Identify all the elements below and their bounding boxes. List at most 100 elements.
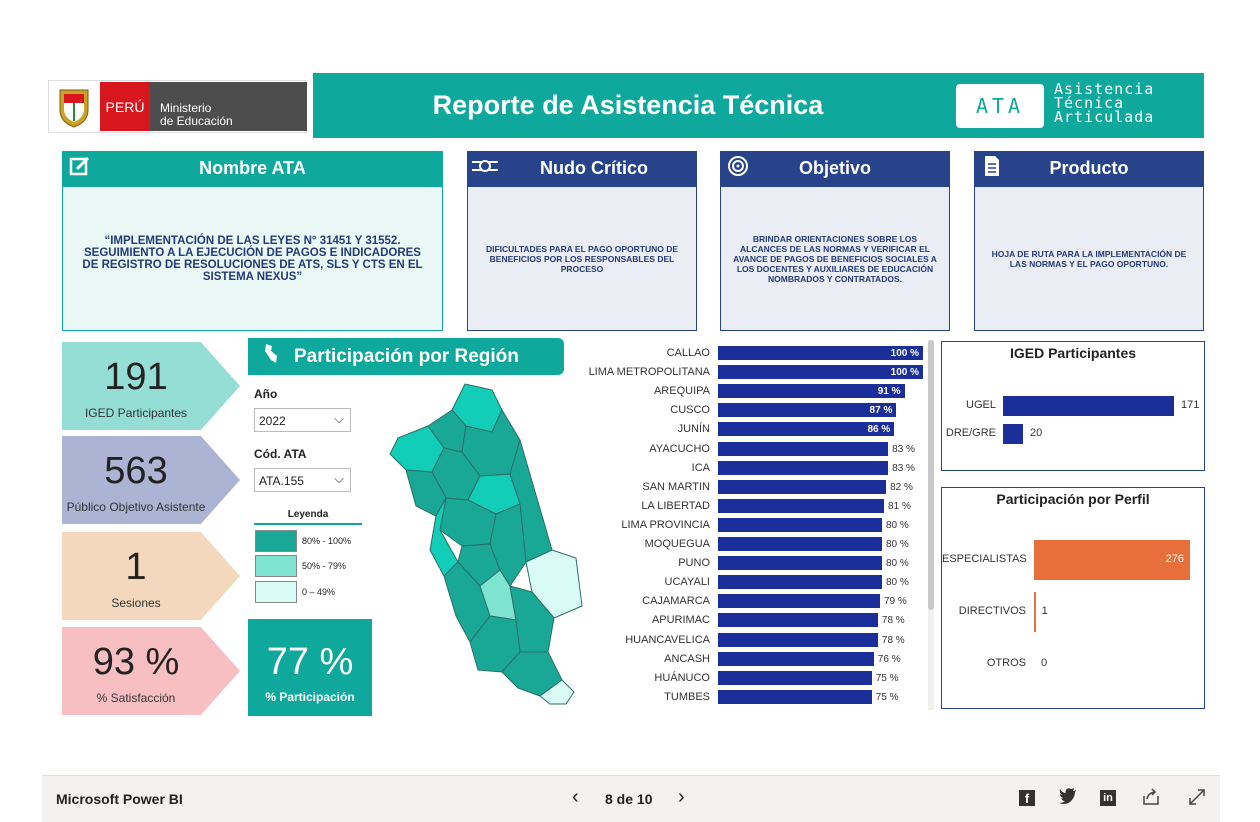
region-bar-label: LIMA PROVINCIA (621, 518, 710, 531)
fullscreen-icon[interactable] (1188, 788, 1206, 811)
region-bar-label: AYACUCHO (649, 442, 710, 455)
region-bar[interactable] (718, 594, 880, 609)
region-bar-label: ANCASH (664, 652, 710, 665)
card-header: Producto (974, 151, 1204, 186)
region-bar-value: 80 % (886, 519, 909, 531)
region-bar-label: HUÁNUCO (654, 671, 710, 684)
peru-label: PERÚ (100, 82, 150, 131)
bar-value-label: 0 (1041, 657, 1048, 669)
region-bar[interactable] (718, 689, 872, 704)
powerbi-brand-link[interactable]: Microsoft Power BI (56, 791, 183, 807)
ministry-label: Ministerio de Educación (150, 82, 307, 131)
legend-label: 0 – 49% (302, 587, 336, 597)
region-bar-value: 91 % (877, 386, 901, 398)
pipeline-icon (467, 157, 503, 181)
region-bar[interactable] (718, 479, 887, 494)
region-bar[interactable] (718, 441, 889, 456)
region-bar[interactable] (718, 346, 923, 360)
kpi-sesiones: 1 Sesiones (62, 532, 240, 620)
region-bar[interactable] (718, 632, 878, 647)
region-panel-title: Participación por Región (294, 345, 519, 367)
region-bar[interactable] (718, 384, 905, 399)
region-bar[interactable] (718, 537, 882, 551)
bar-category-label: DIRECTIVOS (958, 605, 1026, 617)
region-bar[interactable] (718, 575, 882, 590)
region-bar-value: 87 % (869, 405, 893, 417)
scrollbar-thumb[interactable] (928, 340, 934, 610)
card-title: Nudo Crítico (540, 158, 648, 178)
legend-label: 50% - 79% (302, 561, 347, 571)
region-bar-value: 75 % (875, 691, 899, 703)
participation-value: 77 % (266, 641, 354, 683)
card-title: Objetivo (798, 158, 871, 178)
region-bar[interactable] (718, 365, 923, 380)
kpi-value: 1 (125, 546, 147, 588)
region-bar-value: 80 % (886, 577, 909, 589)
region-bar-value: 76 % (877, 653, 901, 665)
region-bar-value: 100 % (890, 367, 919, 379)
target-icon (720, 155, 756, 183)
bar-category-label: DRE/GRE (945, 427, 996, 439)
card-body: DIFICULTADES PARA EL PAGO OPORTUNO DE BE… (467, 186, 697, 331)
peru-region-map (389, 383, 583, 705)
region-bar-label: ICA (691, 461, 710, 474)
linkedin-icon[interactable]: in (1100, 790, 1116, 806)
facebook-icon[interactable]: f (1019, 790, 1035, 806)
bar[interactable] (1034, 540, 1190, 580)
region-bar-label: CAJAMARCA (642, 595, 710, 608)
card-nudo-critico: Nudo Crítico DIFICULTADES PARA EL PAGO O… (467, 151, 697, 331)
kpi-label: Público Objetivo Asistente (66, 500, 206, 514)
card-body: BRINDAR ORIENTACIONES SOBRE LOS ALCANCES… (720, 186, 950, 331)
region-bar-value: 83 % (892, 462, 915, 474)
legend-swatch (255, 530, 297, 552)
bar-value-label: 276 (1165, 553, 1184, 565)
card-body: “IMPLEMENTACIÓN DE LAS LEYES N° 31451 Y … (62, 186, 443, 331)
chart-scrollbar[interactable] (928, 340, 934, 710)
kpi-label: IGED Participantes (84, 406, 188, 420)
card-body: HOJA DE RUTA PARA LA IMPLEMENTACIÓN DE L… (974, 186, 1204, 331)
region-bar-label: APURIMAC (651, 614, 710, 627)
code-slicer[interactable]: ATA.155 ⌵ (254, 468, 351, 492)
region-bar-value: 79 % (883, 596, 907, 608)
region-bar[interactable] (718, 556, 882, 571)
region-bar[interactable] (718, 651, 874, 666)
map-icon (248, 343, 294, 371)
region-bar[interactable] (718, 498, 885, 513)
region-bar[interactable] (718, 670, 872, 685)
legend-label: 80% - 100% (302, 536, 352, 546)
bar[interactable] (1003, 424, 1023, 444)
powerbi-footer: Microsoft Power BI ‹ 8 de 10 › f in (42, 775, 1220, 822)
chevron-left-icon[interactable]: ‹ (572, 786, 579, 808)
region-bar[interactable] (718, 422, 895, 437)
iged-chart-title: IGED Participantes (1009, 345, 1137, 361)
kpi-label: Sesiones (111, 596, 161, 610)
perfil-chart-title: Participación por Perfil (996, 491, 1150, 507)
coat-of-arms-icon (50, 82, 98, 131)
region-bar-value: 100 % (890, 348, 919, 359)
region-bar-value: 86 % (867, 424, 891, 436)
ministry-line-1: Ministerio (160, 101, 212, 115)
legend-swatch (255, 581, 297, 603)
chevron-right-icon[interactable]: › (678, 786, 685, 808)
share-icon[interactable] (1142, 788, 1160, 811)
region-bar[interactable] (718, 460, 889, 475)
region-bar[interactable] (718, 517, 882, 532)
bar[interactable] (1003, 396, 1174, 416)
region-bar-label: JUNÍN (677, 423, 710, 436)
bar[interactable] (1034, 592, 1036, 632)
edit-icon (62, 155, 98, 183)
region-bar[interactable] (718, 403, 897, 418)
page-title: Reporte de Asistencia Técnica (432, 90, 824, 120)
card-header: Nombre ATA (62, 151, 443, 186)
kpi-value: 191 (104, 356, 168, 398)
twitter-icon[interactable] (1059, 788, 1077, 809)
region-bar-label: LIMA METROPOLITANA (588, 366, 710, 379)
year-slicer[interactable]: 2022 ⌵ (254, 408, 351, 432)
region-bar-label: CALLAO (666, 347, 710, 359)
chevron-down-icon: ⌵ (334, 471, 344, 486)
region-bar-label: AREQUIPA (653, 385, 710, 398)
region-bar[interactable] (718, 613, 878, 628)
kpi-publico: 563 Público Objetivo Asistente (62, 436, 240, 524)
region-bar-value: 82 % (890, 481, 913, 493)
region-bar-value: 78 % (881, 634, 905, 646)
